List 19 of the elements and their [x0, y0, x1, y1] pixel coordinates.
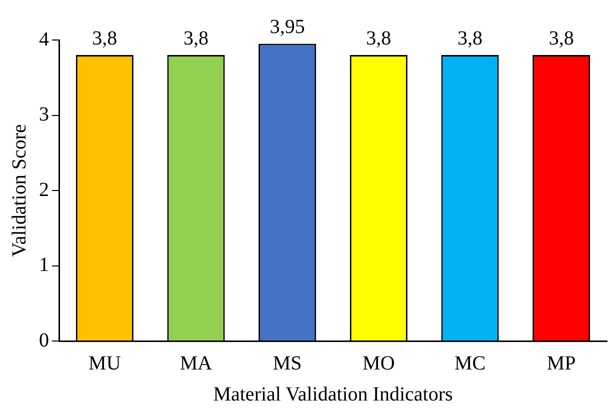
y-tick-label: 0 — [39, 329, 49, 352]
y-tick-label: 2 — [39, 178, 49, 201]
data-label: 3,8 — [92, 27, 118, 50]
data-label: 3,8 — [366, 27, 392, 50]
data-label: 3,8 — [548, 27, 574, 50]
x-tick-label: MP — [546, 352, 576, 374]
y-tick-label: 4 — [39, 28, 49, 50]
x-tick-label: MA — [180, 352, 213, 374]
x-tick-label: MU — [88, 352, 122, 374]
x-axis-title: Material Validation Indicators — [213, 383, 453, 406]
data-label: 3,8 — [458, 27, 482, 50]
y-tick-label: 3 — [39, 104, 49, 126]
data-label: 3,8 — [184, 27, 208, 50]
y-axis-title: Validation Score — [8, 124, 30, 257]
data-label: 3,95 — [270, 16, 305, 38]
x-tick-label: MS — [272, 352, 302, 374]
x-tick-label: MC — [454, 352, 486, 374]
x-tick-label: MO — [362, 352, 395, 374]
y-tick-label: 1 — [39, 254, 49, 276]
